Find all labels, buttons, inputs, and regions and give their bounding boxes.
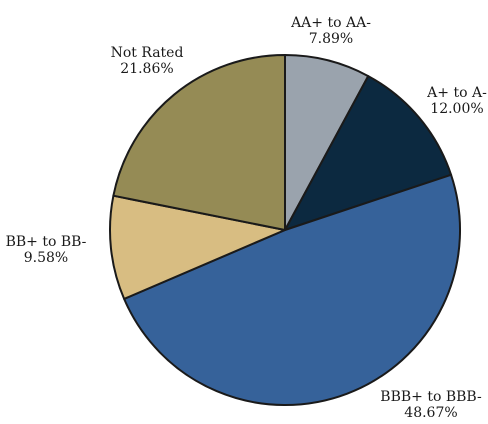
slice-percent-label: 48.67% — [404, 405, 457, 421]
slice-percent-label: 7.89% — [309, 31, 353, 47]
slice-category-label: Not Rated — [111, 45, 184, 61]
slice-category-label: AA+ to AA- — [290, 15, 371, 31]
slice-labels: AA+ to AA-7.89% A+ to A-12.00% BBB+ to BBB… — [6, 15, 488, 421]
pie-slice-a-to-a — [284, 75, 453, 231]
slice-percent-label: 21.86% — [120, 61, 173, 77]
pie-slice-bbb-to-bbb — [123, 173, 462, 407]
slice-category-label: A+ to A- — [426, 85, 487, 101]
slice-percent-label: 9.58% — [24, 250, 68, 266]
slice-percent-label: 12.00% — [430, 101, 483, 117]
pie-slices — [109, 54, 462, 407]
slice-category-label: BB+ to BB- — [6, 234, 87, 250]
slice-category-label: BBB+ to BBB- — [380, 389, 482, 405]
pie-slice-not-rated — [112, 54, 286, 231]
